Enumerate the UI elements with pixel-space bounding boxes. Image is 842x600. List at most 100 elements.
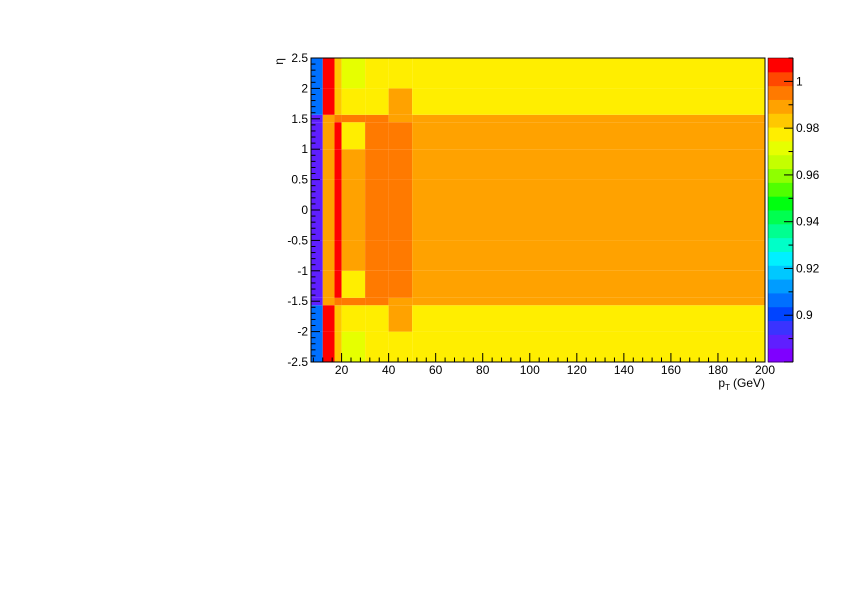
heatmap-cell [412, 331, 765, 362]
heatmap-cell [334, 331, 342, 362]
palette-swatch [768, 265, 793, 280]
heatmap-cell [341, 210, 366, 241]
heatmap-cell [365, 122, 389, 150]
heatmap-cell [388, 58, 413, 89]
heatmap-cell [311, 331, 323, 362]
z-tick-label: 1 [796, 74, 803, 88]
z-tick-label: 0.94 [796, 215, 820, 229]
heatmap-cell [388, 122, 413, 150]
heatmap-cell [388, 88, 413, 115]
heatmap-cell [334, 179, 342, 210]
heatmap-cell [322, 58, 335, 89]
heatmap-cell [365, 240, 389, 271]
heatmap-cell [311, 270, 323, 298]
heatmap-cell [341, 297, 366, 306]
heatmap-cell [311, 58, 323, 89]
x-axis-label-sub: T [725, 383, 730, 392]
heatmap-cell [412, 114, 765, 123]
heatmap-cell [365, 58, 389, 89]
heatmap-cell [388, 331, 413, 362]
palette-swatch [768, 348, 793, 363]
x-tick-label: 180 [708, 363, 728, 377]
axes: 20 40 60 80 100 120 140 160 180 200-2.5-2-1.5-1-0… [287, 51, 775, 377]
heatmap-cell [341, 179, 366, 210]
palette-swatch [768, 320, 793, 335]
palette-swatch [768, 99, 793, 114]
y-tick-label: 0 [301, 203, 308, 217]
heatmap-cell [412, 58, 765, 89]
heatmap-cell [334, 149, 342, 180]
heatmap-cell [311, 149, 323, 180]
heatmap-cell [365, 149, 389, 180]
heatmap-cell [334, 297, 342, 306]
heatmap-cell [311, 240, 323, 271]
heatmap-cell [412, 122, 765, 150]
x-axis-label: pT (GeV) [718, 376, 765, 392]
heatmap-cell [341, 270, 366, 298]
heatmap-cell [412, 210, 765, 241]
heatmap-cell [412, 240, 765, 271]
heatmap-cell [365, 305, 389, 332]
palette-swatch [768, 168, 793, 183]
palette-swatch [768, 154, 793, 170]
palette-swatch [768, 292, 793, 308]
heatmap-cell [334, 88, 342, 115]
y-tick-label: 2.5 [291, 51, 308, 65]
x-tick-label: 20 [335, 363, 349, 377]
heatmap-cell [322, 270, 335, 298]
heatmap-cell [388, 270, 413, 298]
heatmap-cell [365, 331, 389, 362]
heatmap-cell [365, 210, 389, 241]
heatmap-cell [365, 270, 389, 298]
x-tick-label: 140 [614, 363, 634, 377]
palette-swatch [768, 182, 793, 197]
palette-swatch [768, 334, 793, 349]
heatmap-cell [341, 58, 366, 89]
heatmap-cell [311, 305, 323, 332]
heatmap-cell [322, 240, 335, 271]
heatmap-cell [341, 305, 366, 332]
heatmap-cell [311, 88, 323, 115]
heatmap-cell [322, 297, 335, 306]
heatmap-cell [388, 210, 413, 241]
heatmap-cell [412, 179, 765, 210]
heatmap-cell [412, 305, 765, 332]
z-tick-label: 0.92 [796, 261, 820, 275]
heatmap-cell [365, 88, 389, 115]
heatmap-cell [341, 240, 366, 271]
y-axis-label: η [272, 58, 286, 65]
heatmap-cell [341, 331, 366, 362]
heatmap-cell [322, 331, 335, 362]
palette-swatch [768, 140, 793, 156]
heatmap-cell [334, 305, 342, 332]
y-tick-label: -2 [297, 325, 308, 339]
palette-swatch [768, 251, 793, 266]
palette-swatch [768, 58, 793, 73]
x-tick-label: 80 [476, 363, 490, 377]
palette-swatch [768, 306, 793, 322]
heatmap-cell [388, 240, 413, 271]
y-tick-label: -1.5 [287, 294, 308, 308]
y-tick-label: 0.5 [291, 173, 308, 187]
heatmap-cell [412, 297, 765, 306]
palette-swatch [768, 127, 793, 142]
heatmap-cell [341, 122, 366, 150]
heatmap-cell [365, 114, 389, 123]
x-tick-label: 160 [661, 363, 681, 377]
heatmap-cell [334, 114, 342, 123]
heatmap-cell [388, 297, 413, 306]
palette-swatch [768, 223, 793, 239]
x-tick-label: 120 [567, 363, 587, 377]
x-axis-label-unit: (GeV) [733, 376, 765, 390]
y-tick-label: 1 [301, 142, 308, 156]
heatmap-cell [388, 114, 413, 123]
heatmap-cell [334, 270, 342, 298]
palette-swatch [768, 196, 793, 211]
heatmap-cell [334, 240, 342, 271]
z-tick-label: 0.98 [796, 121, 820, 135]
heatmap-cell [388, 179, 413, 210]
heatmap-cell [412, 270, 765, 298]
heatmap-cell [412, 149, 765, 180]
x-axis-label-main: p [718, 376, 725, 390]
